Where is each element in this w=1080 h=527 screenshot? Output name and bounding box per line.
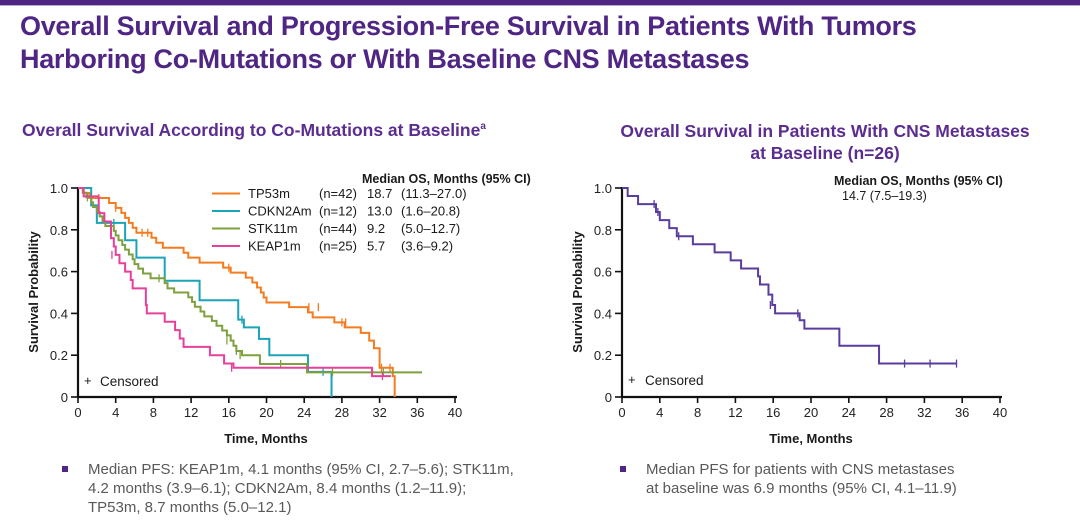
left-censored-label: Censored: [100, 374, 159, 389]
left-legend-header: Median OS, Months (95% CI): [362, 172, 531, 186]
top-accent-bar: [0, 0, 1080, 5]
left-chart-curve-cdkn2am: [78, 187, 333, 397]
right-chart-axes: 0 4 8 12 16 20 24 28 32 36 40 0 0.2 0.4 0.6 0.8 1.0: [594, 181, 1007, 420]
legend-n-keap1m: (n=25): [319, 239, 357, 254]
left-chart-y-tick-label: 0.4: [50, 306, 68, 321]
right-pfs-bullet-line-1: Median PFS for patients with CNS metasta…: [646, 461, 955, 478]
right-chart-x-tick-label: 24: [842, 405, 856, 420]
left-chart-x-tick-label: 40: [448, 405, 462, 420]
legend-ci-tp53m: (11.3–27.0): [401, 186, 467, 201]
left-chart-x-tick-label: 36: [410, 405, 424, 420]
right-chart-y-tick-label: 0: [605, 390, 612, 405]
bullet-square-icon: [620, 466, 626, 472]
right-panel-title-line-2: at Baseline (n=26): [750, 143, 900, 163]
legend-label-stk11m: STK11m: [248, 221, 298, 236]
legend-ci-cdkn2am: (1.6–20.8): [401, 204, 460, 219]
right-censored-label: Censored: [645, 373, 704, 388]
right-chart-x-tick-label: 36: [955, 405, 969, 420]
left-chart-x-tick-label: 24: [297, 405, 311, 420]
left-chart-y-tick-label: 0.6: [50, 265, 68, 280]
left-chart-curve-keap1m: [78, 187, 391, 378]
legend-median-cdkn2am: 13.0: [367, 204, 392, 219]
right-chart-x-tick-label: 28: [879, 405, 893, 420]
left-chart-y-tick-label: 0.2: [50, 348, 68, 363]
left-chart-x-tick-label: 4: [112, 405, 119, 420]
legend-label-tp53m: TP53m: [248, 186, 290, 201]
right-censored-plus: +: [628, 372, 636, 387]
legend-n-cdkn2am: (n=12): [319, 204, 357, 219]
legend-median-tp53m: 18.7: [367, 186, 392, 201]
left-chart-x-tick-label: 16: [222, 405, 236, 420]
right-chart-x-tick-label: 8: [694, 405, 701, 420]
left-chart-y-tick-label: 0.8: [50, 223, 68, 238]
left-censored-plus: +: [84, 373, 92, 388]
left-chart-x-tick-label: 0: [74, 405, 81, 420]
legend-n-tp53m: (n=42): [319, 186, 357, 201]
right-chart-x-tick-label: 4: [656, 405, 663, 420]
right-chart-x-tick-label: 20: [804, 405, 818, 420]
legend-median-keap1m: 5.7: [367, 239, 385, 254]
right-chart-curve-cns-metastases: [622, 187, 957, 365]
page-title-line-2: Harboring Co-Mutations or With Baseline …: [20, 44, 750, 74]
right-panel-title-line-1: Overall Survival in Patients With CNS Me…: [620, 121, 1030, 141]
bullet-square-icon: [62, 466, 68, 472]
left-chart-x-tick-label: 20: [259, 405, 273, 420]
left-chart-x-tick-label: 12: [184, 405, 198, 420]
legend-ci-stk11m: (5.0–12.7): [401, 221, 460, 236]
left-chart-x-tick-label: 28: [335, 405, 349, 420]
right-legend-median-value: 14.7 (7.5–19.3): [842, 189, 927, 203]
left-chart-x-tick-label: 8: [150, 405, 157, 420]
left-panel-title: Overall Survival According to Co-Mutatio…: [22, 116, 486, 141]
legend-ci-keap1m: (3.6–9.2): [401, 239, 453, 254]
right-chart-x-tick-label: 12: [728, 405, 742, 420]
left-chart-y-axis-label: Survival Probability: [26, 231, 41, 353]
right-chart-y-axis-label: Survival Probability: [570, 231, 585, 353]
legend-median-stk11m: 9.2: [367, 221, 385, 236]
left-chart-axes: 0 4 8 12 16 20 24 28 32 36 40 0 0.2 0.4 0.6 0.8 1.0: [50, 181, 462, 420]
right-chart-x-tick-label: 16: [766, 405, 780, 420]
left-pfs-bullet: Median PFS: KEAP1m, 4.1 months (95% CI, …: [62, 460, 518, 517]
left-panel-title-footnote: a: [480, 121, 486, 132]
left-chart-x-tick-label: 32: [372, 405, 386, 420]
left-panel-title-text: Overall Survival According to Co-Mutatio…: [22, 119, 481, 140]
legend-label-cdkn2am: CDKN2Am: [248, 204, 312, 219]
left-chart-series: [78, 187, 423, 397]
right-chart-series: [622, 187, 958, 368]
left-pfs-bullet-text: Median PFS: KEAP1m, 4.1 months (95% CI, …: [88, 461, 514, 516]
right-chart-y-tick-label: 0.6: [594, 265, 612, 280]
right-panel-title: Overall Survival in Patients With CNS Me…: [590, 120, 1060, 164]
right-chart-y-tick-label: 0.8: [594, 223, 612, 238]
right-chart-x-tick-label: 40: [993, 405, 1007, 420]
top-accent-line: [0, 5, 1080, 6]
page-title: Overall Survival and Progression-Free Su…: [20, 10, 1070, 76]
right-chart-x-tick-label: 0: [618, 405, 625, 420]
right-pfs-bullet: Median PFS for patients with CNS metasta…: [620, 460, 1046, 498]
right-pfs-bullet-line-2: at baseline was 6.9 months (95% CI, 4.1–…: [646, 480, 957, 497]
right-legend-header: Median OS, Months (95% CI): [834, 174, 1003, 188]
page-title-line-1: Overall Survival and Progression-Free Su…: [20, 11, 917, 41]
right-chart-x-axis-label: Time, Months: [769, 431, 853, 446]
left-chart-x-axis-label: Time, Months: [224, 431, 308, 446]
left-chart-legend: Median OS, Months (95% CI) TP53m (n=42) 18.…: [212, 172, 531, 254]
left-chart-curve-stk11m: [78, 187, 423, 374]
left-chart-y-tick-label: 0: [61, 390, 68, 405]
legend-label-keap1m: KEAP1m: [248, 239, 301, 254]
left-chart-curve-tp53m: [78, 187, 396, 397]
right-chart-y-tick-label: 0.4: [594, 306, 612, 321]
legend-n-stk11m: (n=44): [319, 221, 357, 236]
right-chart-y-tick-label: 1.0: [594, 181, 612, 196]
left-chart-y-tick-label: 1.0: [50, 181, 68, 196]
right-chart-x-tick-label: 32: [917, 405, 931, 420]
right-chart-y-tick-label: 0.2: [594, 348, 612, 363]
